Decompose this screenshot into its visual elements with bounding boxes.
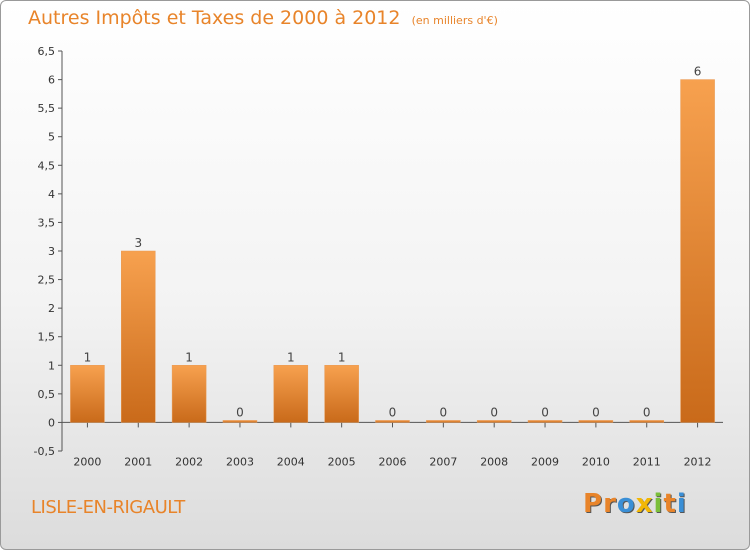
y-tick-label: 2 (48, 302, 55, 315)
x-tick-label: 2000 (73, 455, 101, 468)
bar (171, 365, 207, 423)
y-tick-label: 3 (48, 245, 55, 258)
chart-subtitle: (en milliers d'€) (411, 14, 498, 27)
logo-letter: r (603, 489, 617, 519)
bar (680, 79, 715, 423)
data-label: 1 (338, 350, 346, 364)
x-tick-label: 2010 (582, 455, 610, 468)
data-label: 0 (541, 405, 549, 419)
x-tick-label: 2008 (480, 455, 508, 468)
y-tick-label: 0,5 (38, 388, 56, 401)
bar (121, 250, 156, 423)
data-label: 0 (440, 405, 448, 419)
logo-letter: o (616, 489, 636, 519)
y-tick-label: 0 (48, 416, 55, 429)
data-label: 1 (185, 350, 193, 364)
proxiti-logo[interactable]: Proxiti (583, 489, 687, 519)
labels: 2000 1 2001 3 2002 1 2003 0 2004 1 2005 1 2006 0 2007 0… (73, 65, 711, 469)
bar (273, 365, 309, 423)
data-label: 0 (490, 405, 498, 419)
logo-letter: i (676, 489, 687, 519)
y-tick-label: 2,5 (38, 274, 56, 287)
x-tick-label: 2009 (531, 455, 559, 468)
data-label: 0 (236, 405, 244, 419)
y-tick-label: 4 (48, 188, 55, 201)
x-tick-label: 2011 (633, 455, 661, 468)
bar (629, 420, 664, 423)
town-name: LISLE-EN-RIGAULT (31, 497, 185, 518)
x-tick-label: 2001 (124, 455, 152, 468)
x-tick-label: 2005 (328, 455, 356, 468)
bar (426, 420, 461, 423)
x-tick-label: 2007 (429, 455, 457, 468)
y-tick-label: 4,5 (38, 159, 56, 172)
title-row: Autres Impôts et Taxes de 2000 à 2012 (e… (28, 7, 498, 29)
x-tick-label: 2003 (226, 455, 254, 468)
y-tick-label: 5 (48, 131, 55, 144)
logo-letter: P (583, 489, 604, 519)
data-label: 0 (643, 405, 651, 419)
bar (70, 365, 105, 423)
logo-letter: t (663, 489, 677, 519)
data-label: 3 (134, 236, 142, 250)
x-tick-label: 2006 (379, 455, 407, 468)
bar (324, 365, 359, 423)
bar (375, 420, 410, 423)
logo-letter: i (653, 489, 664, 519)
bar (222, 420, 258, 423)
x-tick-label: 2002 (175, 455, 203, 468)
x-tick-label: 2004 (277, 455, 305, 468)
bar (476, 420, 512, 423)
y-tick-label: 1,5 (38, 331, 56, 344)
data-label: 6 (694, 65, 702, 79)
chart-title: Autres Impôts et Taxes de 2000 à 2012 (28, 7, 401, 29)
bar (527, 420, 563, 423)
logo-letter: x (635, 489, 654, 519)
data-label: 1 (84, 350, 92, 364)
y-tick-label: 5,5 (38, 102, 56, 115)
y-tick-label: 1 (48, 359, 55, 372)
y-tick-label: -0,5 (34, 445, 55, 458)
y-tick-label: 6,5 (38, 45, 56, 58)
bars (70, 79, 715, 423)
bar (578, 420, 614, 423)
data-label: 0 (592, 405, 600, 419)
x-tick-label: 2012 (684, 455, 712, 468)
data-label: 0 (389, 405, 397, 419)
y-tick-label: 3,5 (38, 216, 56, 229)
y-tick-label: 6 (48, 74, 55, 87)
data-label: 1 (287, 350, 295, 364)
